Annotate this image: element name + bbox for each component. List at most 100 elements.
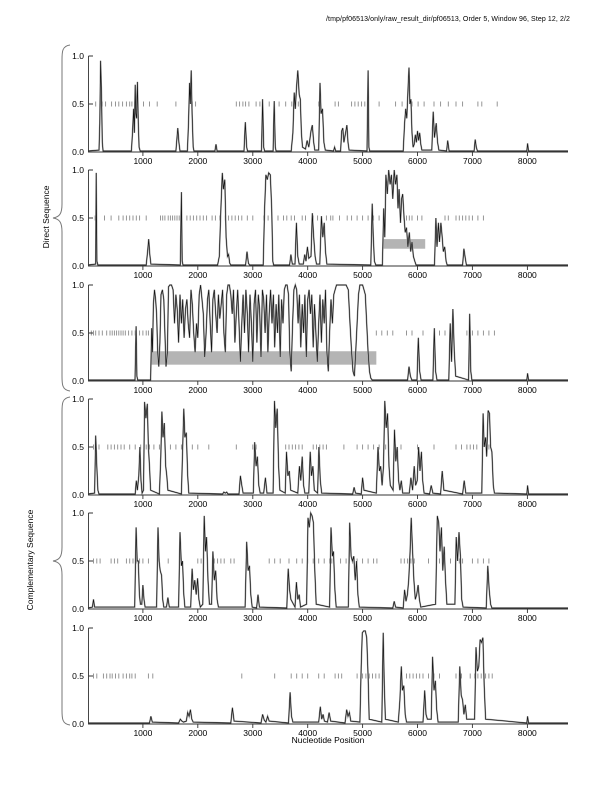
probability-panel-direct-frame-3: 1.0 0.5 0.0 1000 2000 3000 4000 5000 6000 7000 800…	[72, 280, 569, 394]
x-tick-label: 2000	[188, 613, 208, 624]
x-tick-label: 2000	[188, 727, 208, 738]
y-tick-label: 1.0	[72, 165, 84, 176]
codon-marker-ticks	[94, 215, 484, 221]
codon-marker-ticks	[93, 558, 490, 564]
y-tick-label: 0.0	[72, 147, 84, 157]
y-tick-label: 1.0	[72, 51, 84, 61]
y-tick-label: 0.0	[72, 718, 84, 729]
plot-title: /tmp/pf06513/only/raw_result_dir/pf06513…	[326, 16, 570, 23]
panel-plot-area	[88, 281, 568, 385]
x-tick-label: 2000	[188, 270, 208, 281]
panel-axes	[88, 512, 568, 614]
panel-axes	[88, 627, 568, 728]
probability-panel-direct-frame-1: 1.0 0.5 0.0 1000 2000 3000 4000 5000 6000 7000 800…	[72, 51, 569, 166]
x-tick-label: 7000	[462, 156, 482, 166]
x-tick-label: 4000	[298, 384, 318, 395]
probability-trace-shadow	[88, 629, 568, 724]
x-tick-label: 8000	[517, 498, 537, 509]
group-label-direct-sequence: Direct Sequence	[41, 185, 51, 249]
probability-trace-shadow	[87, 60, 568, 152]
x-tick-label: 3000	[243, 613, 263, 624]
probability-trace	[87, 60, 568, 152]
x-tick-label: 6000	[408, 498, 427, 509]
y-tick-label: 1.0	[72, 622, 84, 633]
y-tick-label: 0.5	[72, 670, 84, 681]
x-tick-label: 8000	[517, 727, 537, 738]
y-tick-label: 0.5	[72, 99, 84, 109]
y-tick-label: 0.5	[72, 441, 84, 452]
panel-axes	[88, 169, 568, 271]
y-tick-label: 1.0	[72, 508, 84, 519]
panel-plot-area	[87, 510, 568, 614]
y-tick-label: 1.0	[72, 393, 84, 404]
probability-trace	[87, 400, 568, 495]
x-tick-label: 5000	[353, 270, 373, 281]
probability-trace	[88, 630, 568, 723]
probability-trace	[87, 512, 568, 609]
x-tick-label: 1000	[133, 270, 153, 281]
panel-plot-area	[87, 169, 568, 271]
probability-panel-complementary-frame-1: 1.0 0.5 0.0 1000 2000 3000 4000 5000 6000 7000 800…	[72, 394, 569, 508]
x-tick-label: 1000	[133, 498, 153, 509]
x-tick-label: 6000	[408, 270, 427, 281]
x-tick-label: 4000	[298, 270, 318, 281]
x-tick-label: 1000	[133, 613, 153, 624]
x-tick-label: 2000	[188, 384, 208, 395]
y-tick-label: 0.0	[72, 375, 84, 386]
x-tick-label: 4000	[298, 498, 318, 509]
predicted-region-bar	[382, 239, 426, 250]
x-tick-label: 7000	[462, 270, 482, 281]
x-axis-title: Nucleotide Position	[291, 735, 365, 745]
panel-plot-area	[87, 55, 568, 156]
panel-plot-area	[87, 398, 568, 499]
y-tick-label: 0.0	[72, 261, 84, 272]
x-tick-label: 3000	[243, 727, 263, 738]
x-tick-label: 6000	[408, 727, 427, 738]
codon-marker-ticks	[93, 444, 490, 450]
probability-trace	[88, 283, 568, 381]
y-tick-label: 0.5	[72, 556, 84, 567]
x-tick-label: 5000	[353, 384, 373, 395]
codon-marker-ticks	[93, 673, 493, 678]
x-tick-label: 8000	[517, 270, 537, 281]
y-tick-label: 0.5	[72, 213, 84, 224]
probability-panel-direct-frame-2: 1.0 0.5 0.0 1000 2000 3000 4000 5000 6000 7000 800…	[72, 165, 569, 280]
x-tick-label: 6000	[408, 613, 427, 624]
probability-trace-shadow	[87, 510, 568, 611]
x-tick-label: 6000	[408, 384, 427, 395]
probability-trace	[87, 170, 568, 266]
y-tick-label: 0.0	[72, 604, 84, 615]
panel-plot-area	[88, 627, 568, 728]
x-tick-label: 1000	[133, 727, 153, 738]
x-tick-label: 3000	[243, 384, 263, 395]
x-tick-label: 7000	[462, 727, 482, 738]
x-tick-label: 8000	[517, 613, 537, 624]
complementary-group-brace	[52, 396, 71, 726]
y-tick-label: 0.5	[72, 327, 84, 338]
panel-axes	[88, 398, 568, 499]
predicted-region-bar	[151, 350, 377, 365]
direct-group-brace	[52, 44, 71, 392]
panel-axes	[88, 284, 568, 385]
x-tick-label: 7000	[462, 613, 482, 624]
x-tick-label: 2000	[188, 498, 208, 509]
x-tick-label: 3000	[243, 156, 263, 166]
x-tick-label: 1000	[133, 384, 153, 395]
y-tick-label: 0.0	[72, 489, 84, 500]
x-tick-label: 5000	[353, 156, 373, 166]
y-tick-label: 1.0	[72, 279, 84, 290]
x-tick-label: 3000	[243, 270, 263, 281]
x-tick-label: 2000	[188, 156, 208, 166]
x-tick-label: 6000	[408, 156, 427, 166]
x-tick-label: 8000	[517, 156, 537, 166]
x-tick-label: 7000	[462, 384, 482, 395]
x-tick-label: 5000	[353, 613, 373, 624]
x-tick-label: 4000	[298, 156, 318, 166]
x-tick-label: 3000	[243, 498, 263, 509]
probability-trace-shadow	[87, 170, 568, 267]
panel-axes	[88, 55, 568, 156]
probability-panel-complementary-frame-2: 1.0 0.5 0.0 1000 2000 3000 4000 5000 6000 7000 800…	[72, 508, 569, 623]
x-tick-label: 5000	[353, 498, 373, 509]
x-tick-label: 5000	[353, 727, 373, 738]
